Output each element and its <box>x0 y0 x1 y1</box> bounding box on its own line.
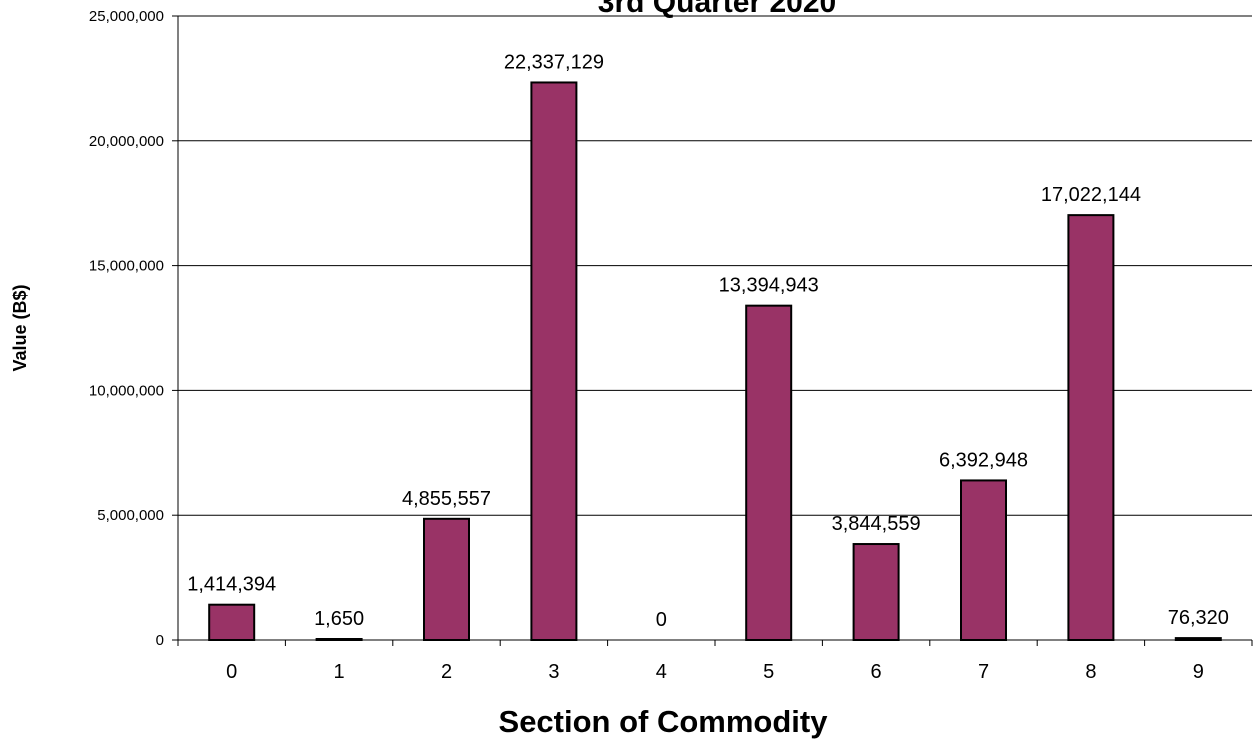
data-label: 13,394,943 <box>719 275 819 297</box>
bar-8 <box>1067 214 1115 641</box>
data-label: 4,855,557 <box>402 488 491 510</box>
bar-6 <box>852 543 900 641</box>
axes <box>172 15 1253 646</box>
data-label: 22,337,129 <box>504 51 604 73</box>
y-tick-label: 10,000,000 <box>89 382 164 399</box>
x-tick-label: 0 <box>226 661 237 683</box>
bar-5 <box>745 304 793 641</box>
x-tick-label: 4 <box>656 661 667 683</box>
x-axis-title: Section of Commodity <box>499 704 829 739</box>
x-tick-label: 9 <box>1193 661 1204 683</box>
data-label: 1,650 <box>314 608 364 630</box>
x-tick-label: 2 <box>441 661 452 683</box>
data-label: 17,022,144 <box>1041 184 1141 206</box>
data-label: 3,844,559 <box>832 513 921 535</box>
data-label: 0 <box>656 609 667 631</box>
y-tick-label: 5,000,000 <box>97 507 164 524</box>
y-axis-title: Value (B$) <box>10 284 30 371</box>
x-tick-label: 5 <box>763 661 774 683</box>
x-tick-label: 3 <box>548 661 559 683</box>
data-label: 76,320 <box>1168 607 1229 629</box>
y-tick-label: 15,000,000 <box>89 258 164 275</box>
chart-title: 3rd Quarter 2020 <box>598 0 836 19</box>
bars <box>208 81 1222 641</box>
bar-2 <box>423 517 470 641</box>
data-label: 1,414,394 <box>187 574 276 596</box>
bar-3 <box>530 81 578 641</box>
data-label: 6,392,948 <box>939 449 1028 471</box>
x-tick-label: 8 <box>1085 661 1096 683</box>
bar-0 <box>208 603 256 641</box>
x-tick-label: 6 <box>871 661 882 683</box>
y-tick-label: 0 <box>156 632 164 649</box>
y-tick-label: 25,000,000 <box>89 8 164 25</box>
x-tick-label: 7 <box>978 661 989 683</box>
bar-7 <box>960 479 1007 641</box>
y-tick-label: 20,000,000 <box>89 133 164 150</box>
x-tick-label: 1 <box>334 661 345 683</box>
labels: 0 5,000,000 10,000,000 15,000,000 20,000,000… <box>89 8 1229 683</box>
